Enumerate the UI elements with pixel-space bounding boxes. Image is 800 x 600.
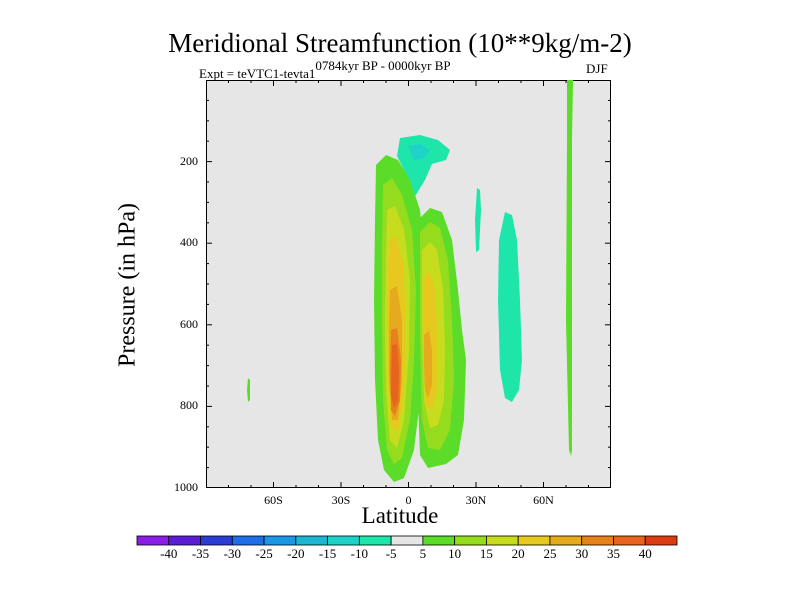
colorbar-label: -10 bbox=[350, 546, 369, 561]
colorbar-label: -20 bbox=[287, 546, 305, 561]
colorbar-swatch bbox=[200, 535, 233, 546]
x-axis-label: Latitude bbox=[361, 503, 439, 528]
colorbar-swatch bbox=[390, 535, 424, 546]
time-range-label: 0784kyr BP - 0000kyr BP bbox=[315, 58, 451, 73]
colorbar-swatch bbox=[136, 535, 170, 546]
colorbar-swatch bbox=[422, 535, 456, 546]
colorbar-label: -35 bbox=[191, 546, 210, 561]
contour-cell-right-25 bbox=[424, 330, 432, 398]
y-axis-label: Pressure (in hPa) bbox=[114, 203, 141, 367]
colorbar-swatch bbox=[549, 535, 583, 546]
colorbar-swatch bbox=[486, 535, 519, 546]
colorbar-swatch bbox=[581, 535, 614, 546]
chart-title: Meridional Streamfunction (10**9kg/m-2) bbox=[168, 28, 632, 58]
y-tick-label: 400 bbox=[180, 235, 198, 250]
colorbar-label: 35 bbox=[606, 546, 620, 561]
contour-fills bbox=[247, 80, 573, 482]
contour-neg-45n bbox=[498, 212, 522, 402]
x-tick-label: 30S bbox=[331, 493, 351, 507]
colorbar-label: -30 bbox=[223, 546, 241, 561]
colorbar-swatch bbox=[517, 535, 551, 546]
contour-cell-left-35 bbox=[391, 344, 399, 408]
colorbar-label: -40 bbox=[160, 546, 178, 561]
colorbar-label: 20 bbox=[511, 546, 525, 561]
colorbar-swatch bbox=[295, 535, 328, 546]
colorbar-label: 25 bbox=[543, 546, 557, 561]
colorbar-label: 10 bbox=[448, 546, 462, 561]
season-label: DJF bbox=[586, 61, 608, 76]
x-tick-label: 30N bbox=[465, 493, 487, 507]
colorbar-label: -15 bbox=[318, 546, 337, 561]
colorbar-swatch bbox=[231, 535, 265, 546]
colorbar-label: 40 bbox=[638, 546, 652, 561]
x-tick-label: 60S bbox=[264, 493, 283, 507]
colorbar-label: 15 bbox=[479, 546, 493, 561]
colorbar-label: 30 bbox=[575, 546, 589, 561]
colorbar-label: -25 bbox=[255, 546, 273, 561]
contour-sliver-30n bbox=[475, 188, 481, 252]
experiment-name: Expt = teVTC1-tevta1 bbox=[199, 66, 316, 81]
colorbar-swatch bbox=[263, 535, 297, 546]
colorbar-swatch bbox=[358, 535, 392, 546]
contour-strip-60n bbox=[566, 80, 573, 456]
y-tick-label: 1000 bbox=[174, 480, 198, 494]
contour-neg-upper-inner bbox=[408, 144, 430, 160]
colorbar-swatch bbox=[454, 535, 487, 546]
y-tick-label: 800 bbox=[180, 398, 198, 413]
contour-sliver-60s bbox=[247, 378, 250, 402]
x-tick-marks bbox=[228, 80, 589, 488]
y-tick-label: 600 bbox=[180, 316, 198, 331]
y-tick-marks bbox=[206, 99, 611, 469]
colorbar-swatch bbox=[327, 535, 360, 546]
colorbar-label: 5 bbox=[419, 546, 427, 561]
colorbar-swatch bbox=[613, 535, 646, 546]
colorbar-label: -5 bbox=[385, 546, 397, 561]
experiment-label: Expt = teVTC1-tevta10784kyr BP - 0000kyr… bbox=[199, 58, 451, 82]
y-tick-label: 200 bbox=[180, 153, 198, 168]
x-tick-label: 60N bbox=[533, 493, 554, 507]
colorbar-swatch bbox=[168, 535, 201, 546]
x-tick-label: 0 bbox=[405, 493, 412, 507]
colorbar bbox=[136, 535, 678, 546]
colorbar-swatch bbox=[644, 535, 678, 546]
